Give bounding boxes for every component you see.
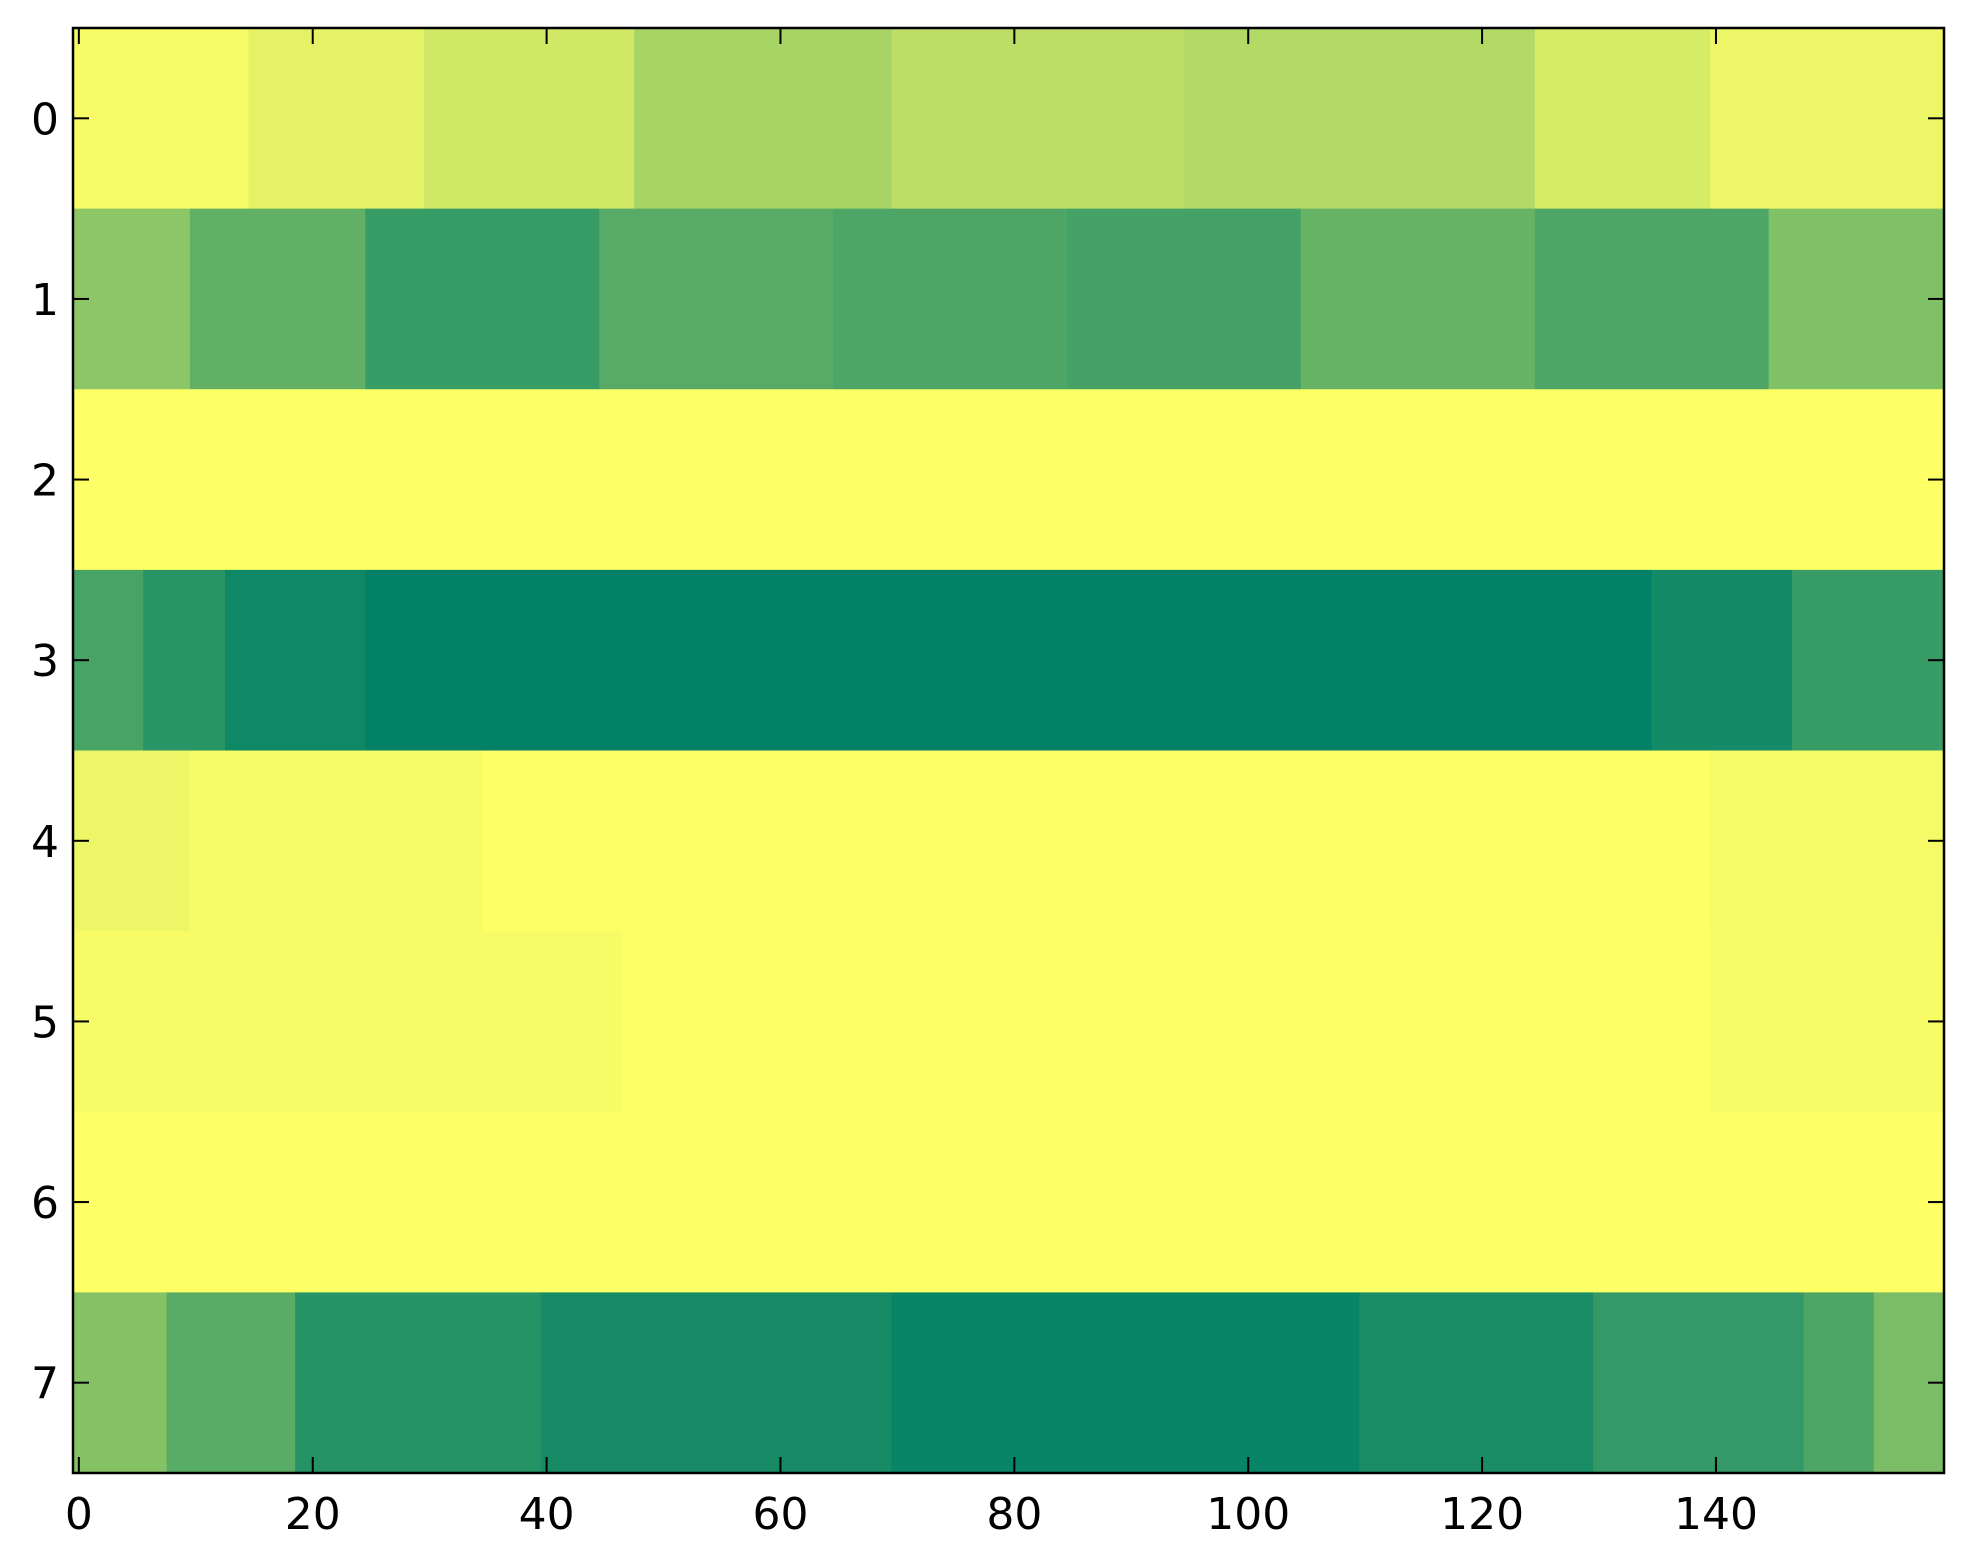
y-tick-labels: 0 1 2 3 4 5 6 7 xyxy=(31,94,59,1409)
heatmap-cell-row-3-seg-4 xyxy=(1651,569,1793,752)
heatmap-cell-row-4-seg-3 xyxy=(1710,750,1945,932)
heatmap-cell-row-6-seg-0 xyxy=(73,1111,1945,1293)
heatmap-cell-row-7-seg-7 xyxy=(1803,1292,1875,1474)
heatmap-cell-row-0-seg-4 xyxy=(891,28,1185,210)
heatmap-cell-row-1-seg-5 xyxy=(1066,208,1302,390)
heatmap-cell-row-0-seg-7 xyxy=(1710,28,1945,210)
heatmap-cell-row-1-seg-2 xyxy=(365,208,600,390)
heatmap-cell-row-7-seg-3 xyxy=(540,1292,893,1474)
heatmap-cell-row-1-seg-8 xyxy=(1768,208,1945,390)
axis-ticks xyxy=(73,28,1944,1473)
heatmap-cell-row-7-seg-2 xyxy=(295,1292,542,1474)
y-tick-label-4: 4 xyxy=(31,817,59,868)
y-tick-label-6: 6 xyxy=(31,1178,59,1229)
heatmap-cell-row-1-seg-0 xyxy=(73,208,191,390)
heatmap-cell-row-5-seg-2 xyxy=(1710,931,1945,1113)
heatmap-cell-row-0-seg-1 xyxy=(248,28,425,210)
x-tick-label-100: 100 xyxy=(1206,1489,1290,1540)
x-tick-label-0: 0 xyxy=(65,1489,93,1540)
heatmap-cell-row-1-seg-4 xyxy=(833,208,1068,390)
plot-frame xyxy=(71,26,1946,1475)
x-tick-labels: 0 20 40 60 80 100 120 140 xyxy=(65,1489,1758,1540)
heatmap-cell-row-5-seg-0 xyxy=(73,931,624,1113)
heatmap-cell-row-3-seg-5 xyxy=(1791,569,1945,752)
x-tick-label-120: 120 xyxy=(1440,1489,1524,1540)
heatmap-cell-row-7-seg-6 xyxy=(1593,1292,1805,1474)
heatmap-cell-row-1-seg-7 xyxy=(1534,208,1770,390)
heatmap-cell-row-7-seg-4 xyxy=(891,1292,1360,1474)
heatmap-cell-row-3-seg-2 xyxy=(225,569,366,752)
y-tick-label-2: 2 xyxy=(31,456,59,507)
heatmap-cell-row-2-seg-0 xyxy=(73,389,1945,571)
y-tick-label-3: 3 xyxy=(31,636,59,687)
heatmap-cell-row-0-seg-5 xyxy=(1183,28,1536,210)
y-tick-label-0: 0 xyxy=(31,94,59,145)
heatmap-cell-row-0-seg-3 xyxy=(634,28,893,210)
heatmap-cell-row-3-seg-3 xyxy=(365,569,1653,752)
heatmap-cell-row-7-seg-5 xyxy=(1359,1292,1594,1474)
x-tick-label-60: 60 xyxy=(752,1489,808,1540)
heatmap-cell-row-5-seg-1 xyxy=(622,931,1711,1113)
heatmap-cell-row-7-seg-1 xyxy=(166,1292,296,1474)
heatmap-cell-row-4-seg-2 xyxy=(482,750,1711,932)
x-tick-label-80: 80 xyxy=(986,1489,1042,1540)
heatmap-cells xyxy=(73,28,1945,1474)
y-tick-label-1: 1 xyxy=(31,275,59,326)
y-tick-label-5: 5 xyxy=(31,997,59,1048)
heatmap-cell-row-1-seg-1 xyxy=(189,208,366,390)
heatmap-cell-row-0-seg-2 xyxy=(423,28,635,210)
heatmap-cell-row-4-seg-1 xyxy=(189,750,483,932)
x-tick-label-140: 140 xyxy=(1674,1489,1758,1540)
heatmap-cell-row-3-seg-1 xyxy=(143,569,226,752)
heatmap-cell-row-4-seg-0 xyxy=(73,750,191,932)
y-tick-label-7: 7 xyxy=(31,1359,59,1410)
heatmap-cell-row-0-seg-0 xyxy=(73,28,250,210)
heatmap-cell-row-1-seg-6 xyxy=(1300,208,1536,390)
heatmap-cell-row-0-seg-6 xyxy=(1534,28,1711,210)
x-tick-label-20: 20 xyxy=(285,1489,341,1540)
heatmap-cell-row-1-seg-3 xyxy=(599,208,834,390)
x-tick-label-40: 40 xyxy=(519,1489,575,1540)
